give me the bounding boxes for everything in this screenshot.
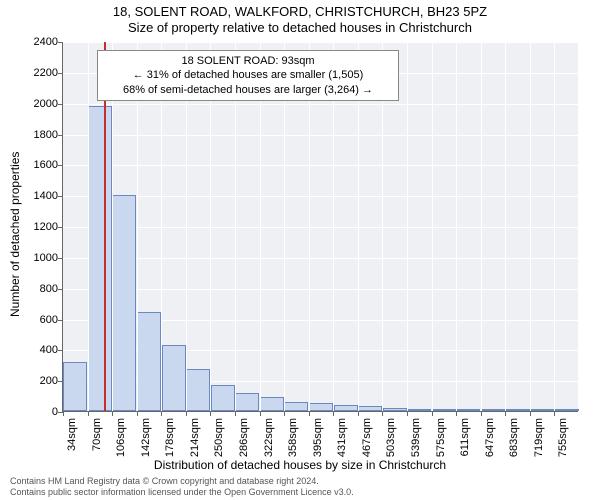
x-tick-label: 395sqm	[312, 418, 324, 457]
histogram-bar	[260, 397, 284, 411]
histogram-bar	[407, 409, 431, 411]
footer-line1: Contains HM Land Registry data © Crown c…	[10, 476, 590, 487]
chart-container: 18, SOLENT ROAD, WALKFORD, CHRISTCHURCH,…	[0, 0, 600, 500]
x-tick-label: 250sqm	[213, 418, 225, 457]
y-tick-label: 200	[18, 375, 58, 387]
annotation-line2: ← 31% of detached houses are smaller (1,…	[104, 68, 392, 82]
annotation-line1: 18 SOLENT ROAD: 93sqm	[104, 54, 392, 68]
x-tick-label: 286sqm	[238, 418, 250, 457]
histogram-bar	[334, 405, 358, 411]
y-tick-label: 0	[18, 406, 58, 418]
title-address: 18, SOLENT ROAD, WALKFORD, CHRISTCHURCH,…	[0, 4, 600, 19]
histogram-bar	[88, 106, 112, 411]
x-tick-label: 503sqm	[385, 418, 397, 457]
y-tick-label: 1400	[18, 190, 58, 202]
histogram-bar	[456, 409, 480, 411]
y-tick-label: 1600	[18, 159, 58, 171]
histogram-bar	[284, 402, 308, 411]
x-tick-label: 106sqm	[115, 418, 127, 457]
histogram-bar	[506, 409, 530, 411]
x-tick-label: 70sqm	[91, 418, 103, 451]
histogram-bar	[358, 406, 382, 411]
title-subtitle: Size of property relative to detached ho…	[0, 20, 600, 35]
x-tick-label: 575sqm	[435, 418, 447, 457]
y-tick-label: 2200	[18, 67, 58, 79]
annotation-line3: 68% of semi-detached houses are larger (…	[104, 83, 392, 97]
x-tick-label: 683sqm	[508, 418, 520, 457]
y-tick-label: 800	[18, 283, 58, 295]
y-tick-label: 2000	[18, 98, 58, 110]
annotation-box: 18 SOLENT ROAD: 93sqm ← 31% of detached …	[97, 50, 399, 101]
footer-attribution: Contains HM Land Registry data © Crown c…	[10, 476, 590, 498]
x-tick-label: 755sqm	[557, 418, 569, 457]
footer-line2: Contains public sector information licen…	[10, 487, 590, 498]
histogram-bar	[530, 409, 554, 411]
histogram-bar	[383, 408, 407, 411]
histogram-bar	[481, 409, 505, 411]
x-tick-label: 539sqm	[410, 418, 422, 457]
histogram-bar	[112, 195, 136, 411]
x-tick-label: 431sqm	[336, 418, 348, 457]
x-tick-label: 178sqm	[164, 418, 176, 457]
histogram-bar	[555, 409, 579, 411]
histogram-bar	[137, 312, 161, 411]
x-tick-label: 467sqm	[361, 418, 373, 457]
x-tick-label: 719sqm	[533, 418, 545, 457]
x-tick-label: 214sqm	[189, 418, 201, 457]
histogram-bar	[432, 409, 456, 411]
x-tick-label: 358sqm	[287, 418, 299, 457]
y-tick-label: 400	[18, 344, 58, 356]
histogram-bar	[235, 393, 259, 412]
y-tick-label: 600	[18, 314, 58, 326]
y-tick-label: 1200	[18, 221, 58, 233]
x-tick-label: 142sqm	[140, 418, 152, 457]
x-axis-label: Distribution of detached houses by size …	[0, 458, 600, 472]
x-tick-label: 322sqm	[263, 418, 275, 457]
y-tick-label: 1000	[18, 252, 58, 264]
y-tick-label: 1800	[18, 129, 58, 141]
x-tick-label: 611sqm	[459, 418, 471, 456]
x-tick-label: 647sqm	[484, 418, 496, 457]
histogram-bar	[309, 403, 333, 411]
histogram-bar	[186, 369, 210, 411]
histogram-bar	[162, 345, 186, 411]
histogram-bar	[63, 362, 87, 411]
histogram-bar	[211, 385, 235, 411]
x-tick-label: 34sqm	[66, 418, 78, 451]
y-tick-label: 2400	[18, 36, 58, 48]
